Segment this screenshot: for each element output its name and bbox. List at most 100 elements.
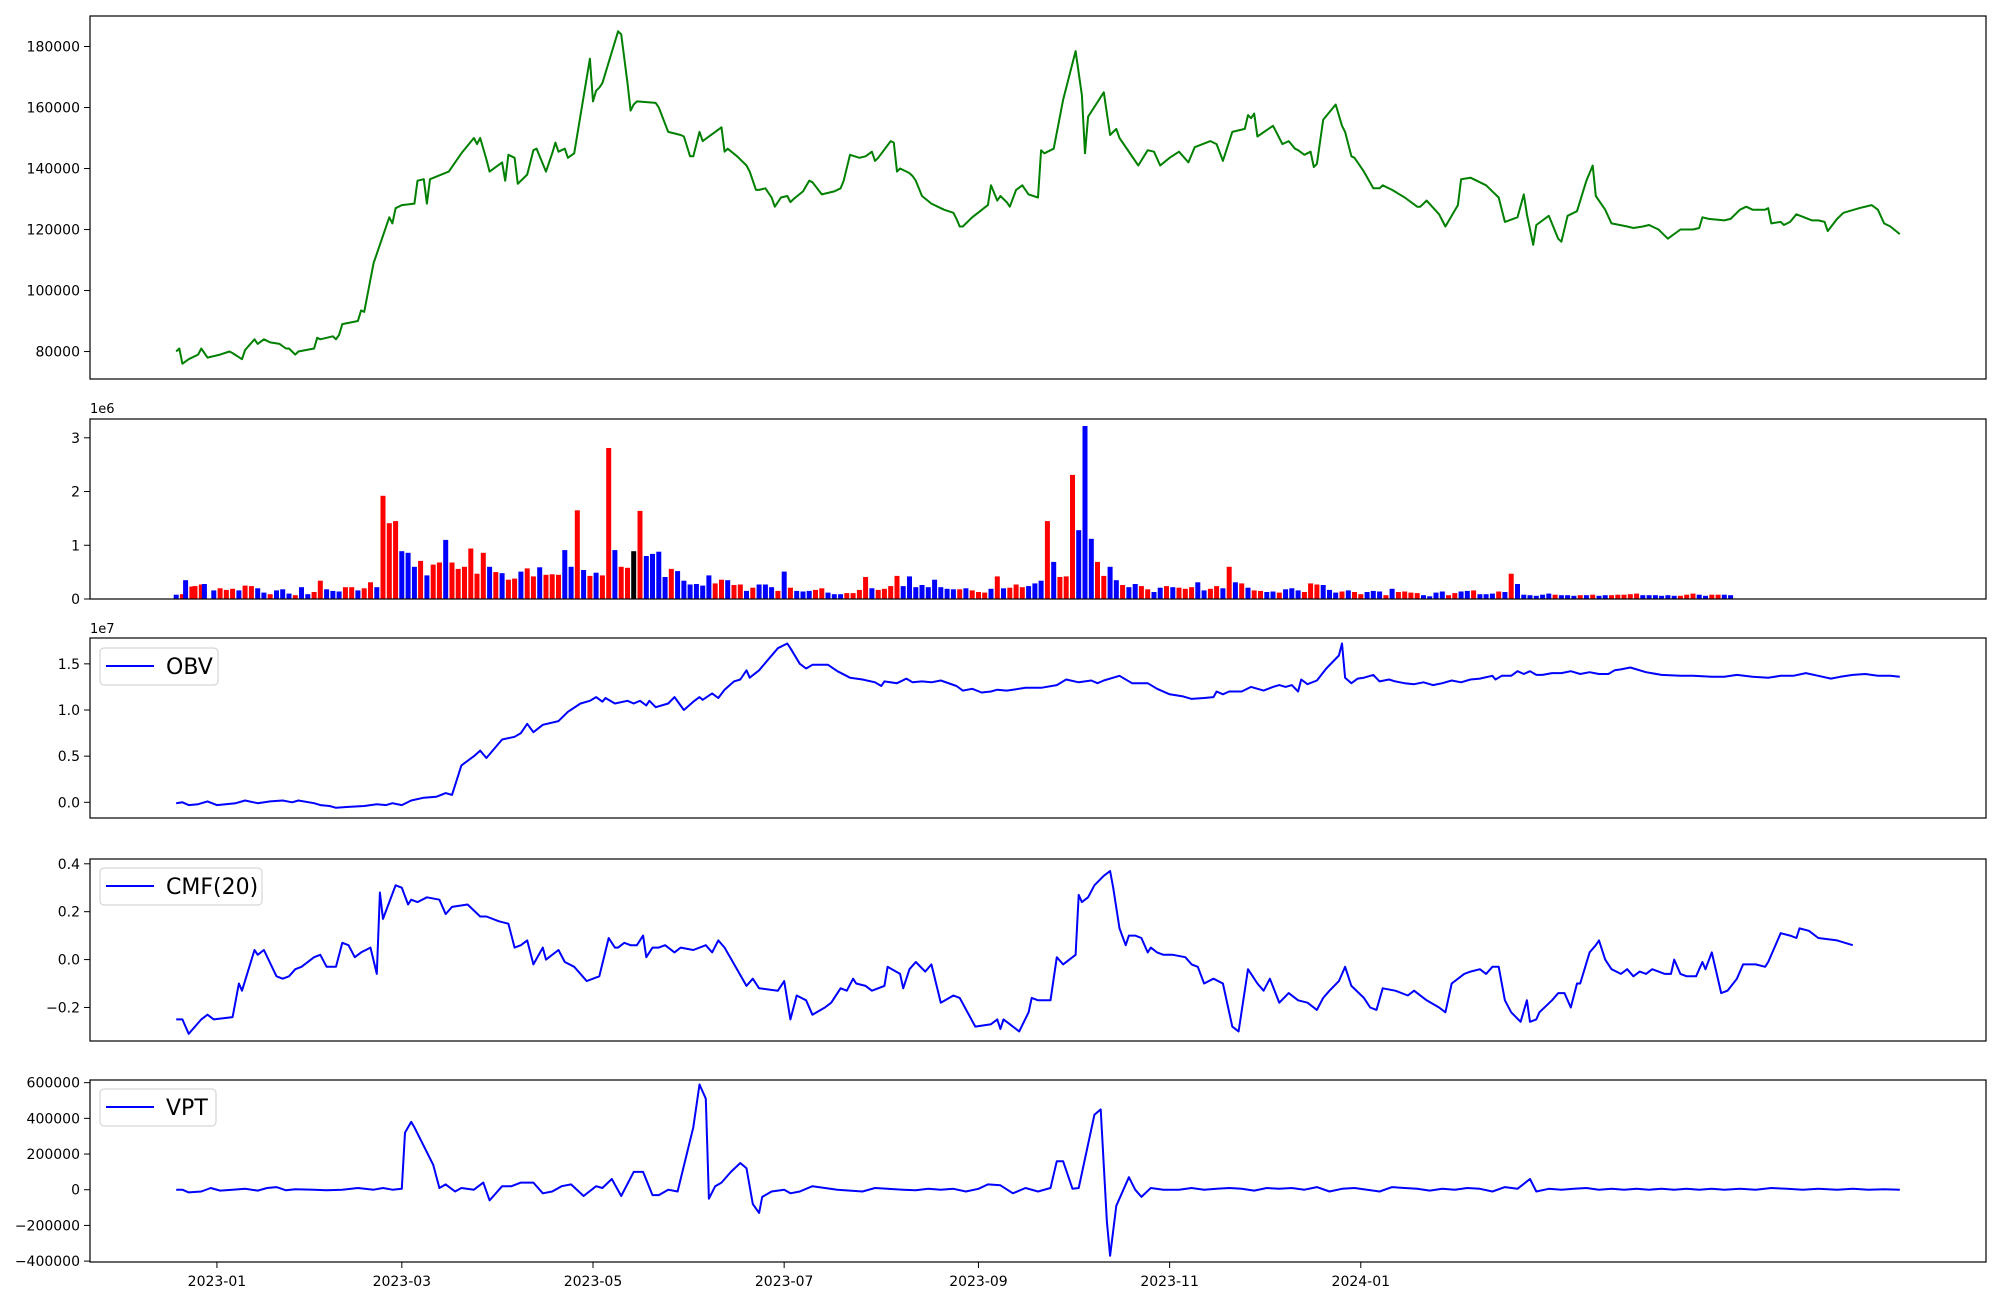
volume-bar bbox=[242, 585, 248, 599]
volume-bar bbox=[1001, 588, 1006, 599]
volume-bar bbox=[1364, 592, 1370, 599]
volume-bar bbox=[1101, 575, 1107, 599]
x-tick-label: 2023-05 bbox=[564, 1274, 623, 1290]
volume-bar bbox=[330, 590, 336, 599]
volume-bar bbox=[1044, 521, 1050, 599]
volume-bar bbox=[468, 548, 474, 599]
volume-bar bbox=[1276, 592, 1282, 599]
cmf-y-tick-label: 0.0 bbox=[58, 953, 80, 969]
volume-bar bbox=[1521, 594, 1527, 599]
volume-bar bbox=[1408, 592, 1414, 599]
volume-bar bbox=[248, 586, 254, 599]
volume-bar bbox=[1477, 594, 1483, 599]
volume-bar bbox=[1301, 592, 1307, 599]
volume-bar bbox=[1151, 592, 1157, 599]
volume-bar bbox=[267, 594, 273, 599]
vpt-y-tick-label: 400000 bbox=[27, 1111, 80, 1127]
volume-bar bbox=[1176, 587, 1182, 599]
volume-bar bbox=[687, 584, 693, 599]
volume-bar bbox=[969, 590, 975, 599]
volume-bar bbox=[944, 588, 950, 599]
volume-bar bbox=[1552, 594, 1558, 599]
volume-y-tick-label: 2 bbox=[71, 485, 80, 501]
volume-bar bbox=[1358, 594, 1364, 599]
obv-axes-frame bbox=[89, 637, 1987, 819]
volume-bar bbox=[280, 589, 286, 599]
volume-bar bbox=[493, 572, 499, 599]
volume-bar bbox=[668, 568, 674, 599]
price-y-tick-label: 80000 bbox=[35, 345, 80, 361]
volume-bar bbox=[756, 584, 762, 599]
volume-bar bbox=[863, 577, 869, 599]
volume-bar bbox=[217, 588, 223, 599]
volume-bar bbox=[894, 575, 900, 599]
volume-bar bbox=[1646, 595, 1652, 599]
volume-bar bbox=[1527, 595, 1533, 599]
volume-bar bbox=[274, 590, 279, 599]
volume-bar bbox=[462, 566, 467, 599]
volume-bar bbox=[731, 585, 737, 599]
vpt-panel: −400000 −200000 0 200000 400000 600000 2023-0… bbox=[15, 1076, 1987, 1290]
volume-bar bbox=[1496, 591, 1502, 599]
volume-bar bbox=[1088, 538, 1094, 599]
volume-bar bbox=[1489, 593, 1495, 599]
volume-bar bbox=[1327, 589, 1332, 599]
volume-bar bbox=[681, 580, 687, 599]
volume-bar bbox=[1051, 561, 1057, 599]
volume-bar bbox=[1546, 593, 1552, 599]
volume-bar bbox=[443, 539, 449, 599]
cmf-legend: CMF(20) bbox=[99, 867, 263, 906]
volume-bar bbox=[838, 594, 844, 599]
obv-y-tick-label: 1.5 bbox=[58, 657, 80, 673]
volume-bar bbox=[1107, 566, 1113, 599]
volume-bar bbox=[1019, 587, 1025, 599]
volume-bar bbox=[1082, 426, 1088, 599]
volume-bar bbox=[499, 573, 505, 599]
volume-y-ticks: 0 1 2 3 bbox=[71, 431, 90, 608]
volume-offset-label: 1e6 bbox=[90, 402, 115, 417]
volume-bar bbox=[305, 594, 311, 599]
volume-bar bbox=[888, 586, 894, 599]
obv-legend: OBV bbox=[99, 647, 219, 686]
volume-bar bbox=[581, 570, 587, 599]
volume-bar bbox=[1126, 587, 1132, 599]
volume-bar bbox=[1201, 590, 1207, 599]
volume-bar bbox=[712, 583, 718, 599]
x-tick-label: 2023-03 bbox=[373, 1274, 432, 1290]
x-tick-label: 2023-11 bbox=[1140, 1274, 1199, 1290]
volume-bar bbox=[230, 588, 236, 599]
volume-bar bbox=[1471, 590, 1477, 599]
volume-bar bbox=[1515, 584, 1520, 599]
volume-bar bbox=[1076, 530, 1082, 599]
volume-bar bbox=[505, 579, 511, 599]
volume-bar bbox=[1652, 595, 1658, 599]
volume-bar bbox=[587, 575, 593, 599]
volume-bar bbox=[744, 590, 749, 599]
volume-bar bbox=[1715, 594, 1721, 599]
volume-bar bbox=[568, 566, 574, 599]
volume-bar bbox=[650, 553, 655, 599]
volume-bar bbox=[1239, 583, 1245, 599]
volume-bar bbox=[599, 575, 605, 599]
volume-bar bbox=[750, 587, 756, 599]
volume-bar bbox=[1195, 582, 1201, 599]
volume-bar bbox=[631, 551, 637, 599]
volume-bar bbox=[875, 589, 881, 599]
volume-bar bbox=[662, 577, 668, 599]
volume-bar bbox=[1621, 594, 1627, 599]
volume-bar bbox=[1207, 588, 1213, 599]
volume-bar bbox=[487, 566, 493, 599]
volume-bar bbox=[1258, 590, 1263, 599]
volume-bar bbox=[543, 574, 549, 599]
volume-bar bbox=[1590, 594, 1596, 599]
volume-bars bbox=[173, 426, 1734, 599]
x-tick-label: 2024-01 bbox=[1332, 1274, 1391, 1290]
volume-bar bbox=[198, 584, 204, 599]
volume-bar bbox=[725, 580, 731, 599]
volume-bar bbox=[562, 550, 568, 599]
volume-bar bbox=[1389, 588, 1395, 599]
volume-bar bbox=[1289, 588, 1295, 599]
volume-bar bbox=[342, 587, 348, 599]
vpt-series bbox=[176, 1083, 1900, 1257]
volume-bar bbox=[1427, 596, 1433, 599]
